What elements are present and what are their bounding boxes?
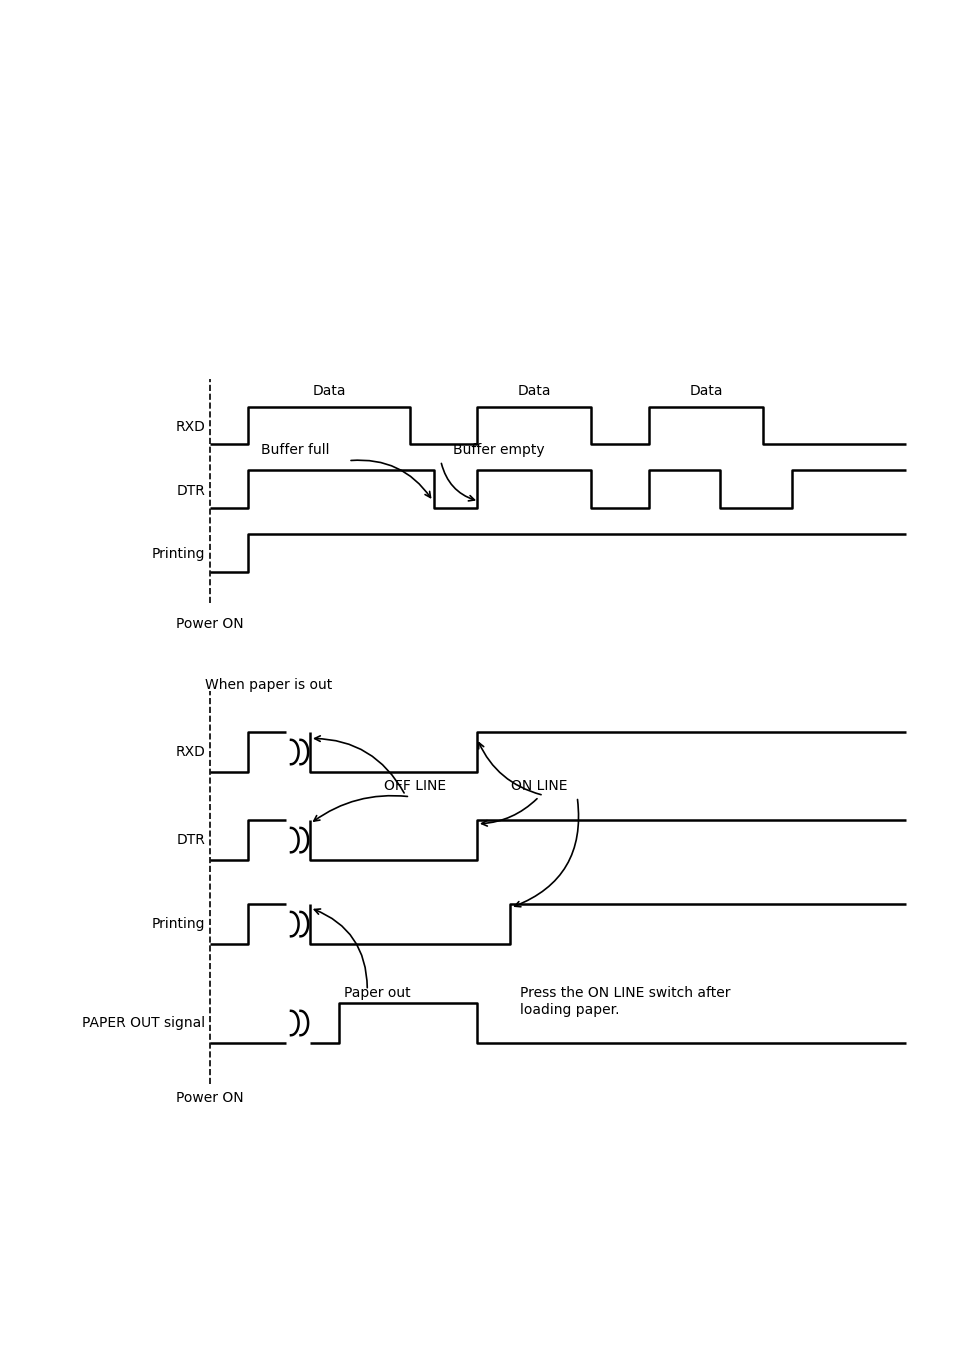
Text: PAPER OUT signal: PAPER OUT signal — [82, 1016, 205, 1030]
Text: Paper out: Paper out — [343, 986, 410, 1000]
Text: Printing: Printing — [152, 917, 205, 931]
Text: RXD: RXD — [175, 745, 205, 759]
Text: ON LINE: ON LINE — [510, 779, 567, 793]
Text: Buffer empty: Buffer empty — [453, 443, 544, 457]
Text: OFF LINE: OFF LINE — [383, 779, 446, 793]
Text: Power ON: Power ON — [176, 617, 243, 630]
Text: Press the ON LINE switch after
loading paper.: Press the ON LINE switch after loading p… — [519, 986, 730, 1016]
Text: Data: Data — [517, 385, 551, 398]
Text: Data: Data — [688, 385, 722, 398]
Text: Power ON: Power ON — [176, 1091, 243, 1104]
Text: DTR: DTR — [176, 484, 205, 497]
Text: When paper is out: When paper is out — [205, 678, 332, 691]
Text: Buffer full: Buffer full — [260, 443, 329, 457]
Text: RXD: RXD — [175, 420, 205, 434]
Text: Data: Data — [312, 385, 346, 398]
Text: Printing: Printing — [152, 547, 205, 561]
Text: DTR: DTR — [176, 833, 205, 847]
